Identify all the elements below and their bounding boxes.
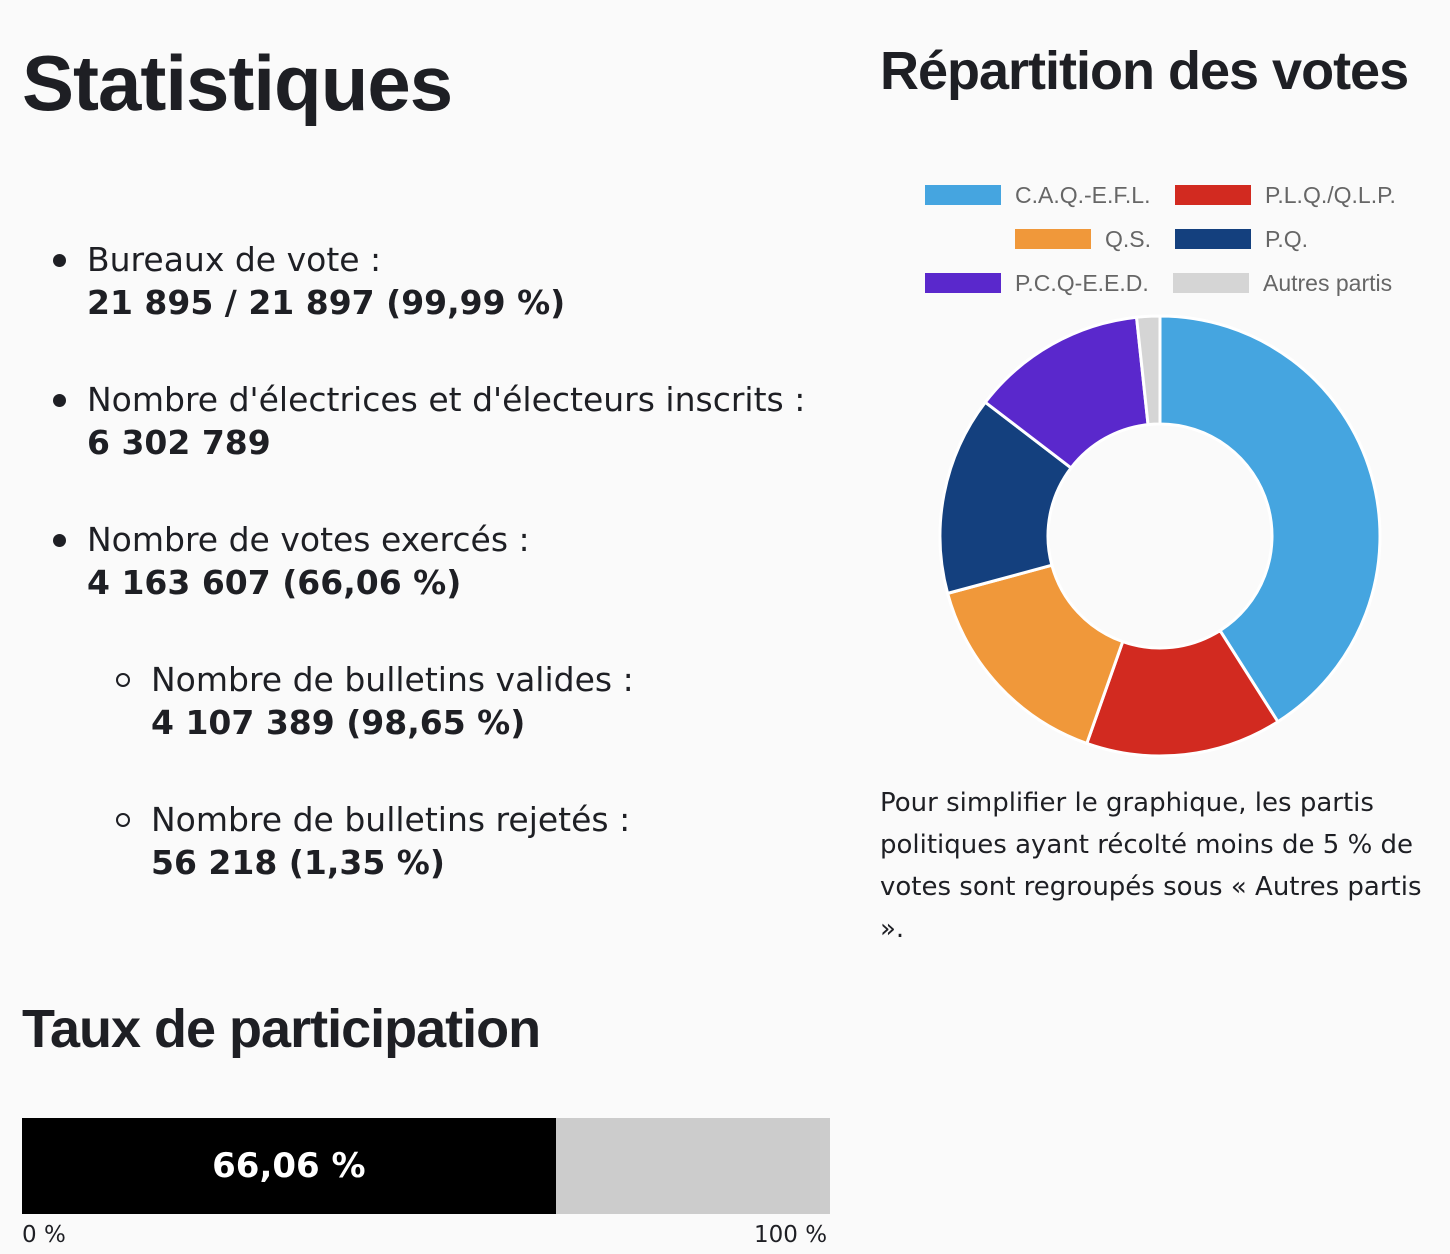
- bullet-disc-icon: [53, 394, 66, 407]
- legend-swatch: [1175, 229, 1251, 249]
- legend-swatch: [925, 273, 1001, 293]
- donut-slice[interactable]: [1084, 628, 1280, 758]
- donut-slice[interactable]: [945, 563, 1125, 746]
- stat-value: 21 895 / 21 897 (99,99 %): [87, 283, 566, 322]
- stat-bureaux: Bureaux de vote : 21 895 / 21 897 (99,99…: [0, 232, 840, 372]
- donut-chart: [938, 314, 1382, 758]
- chart-title: Répartition des votes: [880, 41, 1409, 101]
- stat-rejetes: Nombre de bulletins rejetés : 56 218 (1,…: [0, 792, 840, 932]
- bullet-disc-icon: [53, 534, 66, 547]
- legend-swatch: [1175, 185, 1251, 205]
- legend-label: Autres partis: [1263, 269, 1393, 296]
- legend-label: P.Q.: [1265, 225, 1309, 252]
- stat-value: 4 163 607 (66,06 %): [87, 563, 462, 602]
- legend-swatch: [1173, 273, 1249, 293]
- participation-bar: 66,06 %: [22, 1118, 830, 1214]
- donut-slice[interactable]: [938, 400, 1074, 596]
- bullet-circle-icon: [116, 673, 130, 687]
- stat-value: 6 302 789: [87, 423, 271, 462]
- donut-slice[interactable]: [1134, 314, 1162, 427]
- legend-swatch: [925, 185, 1001, 205]
- stats-list: Bureaux de vote : 21 895 / 21 897 (99,99…: [0, 232, 840, 932]
- legend-item[interactable]: P.L.Q./Q.L.P.: [1175, 180, 1396, 210]
- participation-value: 66,06 %: [212, 1146, 366, 1186]
- legend-swatch: [1015, 229, 1091, 249]
- page-title: Statistiques: [22, 39, 453, 127]
- stat-label: Bureaux de vote :: [87, 240, 382, 279]
- participation-max-label: 100 %: [754, 1222, 828, 1248]
- stat-exerces: Nombre de votes exercés : 4 163 607 (66,…: [0, 512, 840, 652]
- chart-note: Pour simplifier le graphique, les partis…: [880, 788, 1422, 944]
- stat-label: Nombre de votes exercés :: [87, 520, 530, 559]
- stat-valides: Nombre de bulletins valides : 4 107 389 …: [0, 652, 840, 792]
- stat-value: 4 107 389 (98,65 %): [151, 703, 526, 742]
- stat-label: Nombre de bulletins rejetés :: [151, 800, 631, 839]
- legend-item[interactable]: Q.S.: [1015, 224, 1151, 254]
- legend-label: P.L.Q./Q.L.P.: [1265, 181, 1396, 208]
- stat-value: 56 218 (1,35 %): [151, 843, 445, 882]
- legend-label: Q.S.: [1105, 225, 1152, 252]
- legend-item[interactable]: Autres partis: [1173, 268, 1392, 298]
- bullet-disc-icon: [53, 254, 66, 267]
- legend-label: C.A.Q.-E.F.L.: [1015, 181, 1151, 208]
- bullet-circle-icon: [116, 813, 130, 827]
- legend-item[interactable]: P.C.Q-E.E.D.: [925, 268, 1149, 298]
- legend-item[interactable]: P.Q.: [1175, 224, 1308, 254]
- participation-min-label: 0 %: [22, 1222, 66, 1248]
- stat-inscrits: Nombre d'électrices et d'électeurs inscr…: [0, 372, 840, 512]
- participation-bar-fill: 66,06 %: [22, 1118, 556, 1214]
- stat-label: Nombre d'électrices et d'électeurs inscr…: [87, 380, 806, 419]
- legend-item[interactable]: C.A.Q.-E.F.L.: [925, 180, 1150, 210]
- stat-label: Nombre de bulletins valides :: [151, 660, 634, 699]
- legend-label: P.C.Q-E.E.D.: [1015, 269, 1149, 296]
- donut-slice[interactable]: [1158, 314, 1382, 724]
- participation-title: Taux de participation: [22, 999, 541, 1059]
